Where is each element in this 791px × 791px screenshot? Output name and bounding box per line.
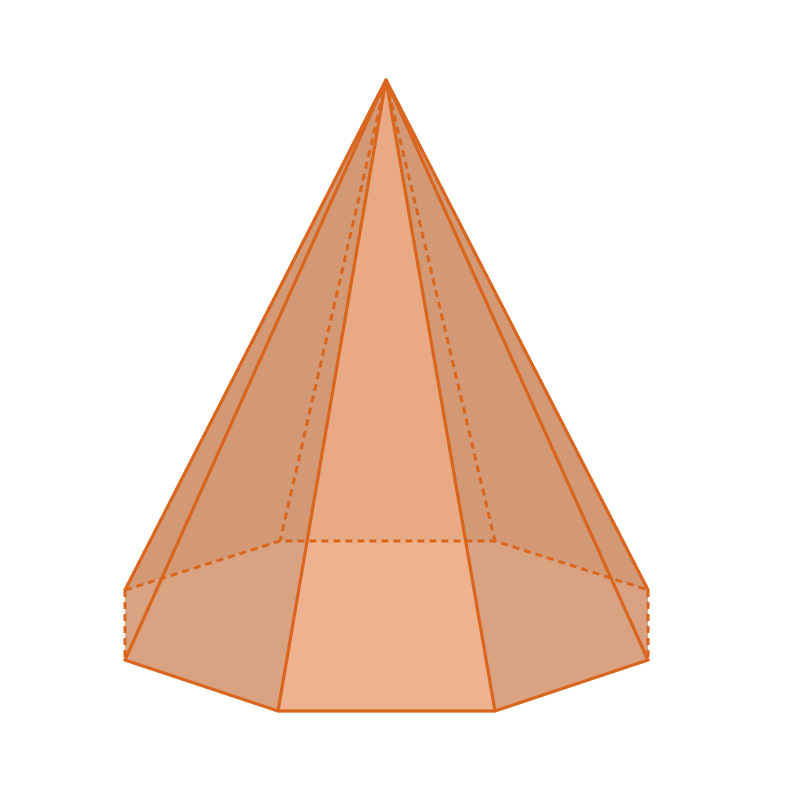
base-front-edges <box>123 658 650 713</box>
edge-apex-left <box>123 78 388 662</box>
edge-apex-front-right <box>384 78 497 713</box>
edge-apex-right-outer <box>384 78 650 592</box>
hidden-edges <box>123 79 650 660</box>
side-face-right <box>386 80 648 711</box>
edge-apex-front-left <box>276 78 388 713</box>
front-faces <box>125 80 648 711</box>
side-face-left <box>125 80 386 711</box>
hidden-edge-apex-back-left <box>278 79 388 542</box>
edge-apex-left-outer <box>123 78 388 592</box>
front-face-center <box>278 80 495 711</box>
visible-edges <box>123 78 650 713</box>
hidden-base-back-edges <box>124 539 649 592</box>
hidden-edge-apex-back-right <box>384 79 497 542</box>
edge-apex-right <box>384 78 650 662</box>
